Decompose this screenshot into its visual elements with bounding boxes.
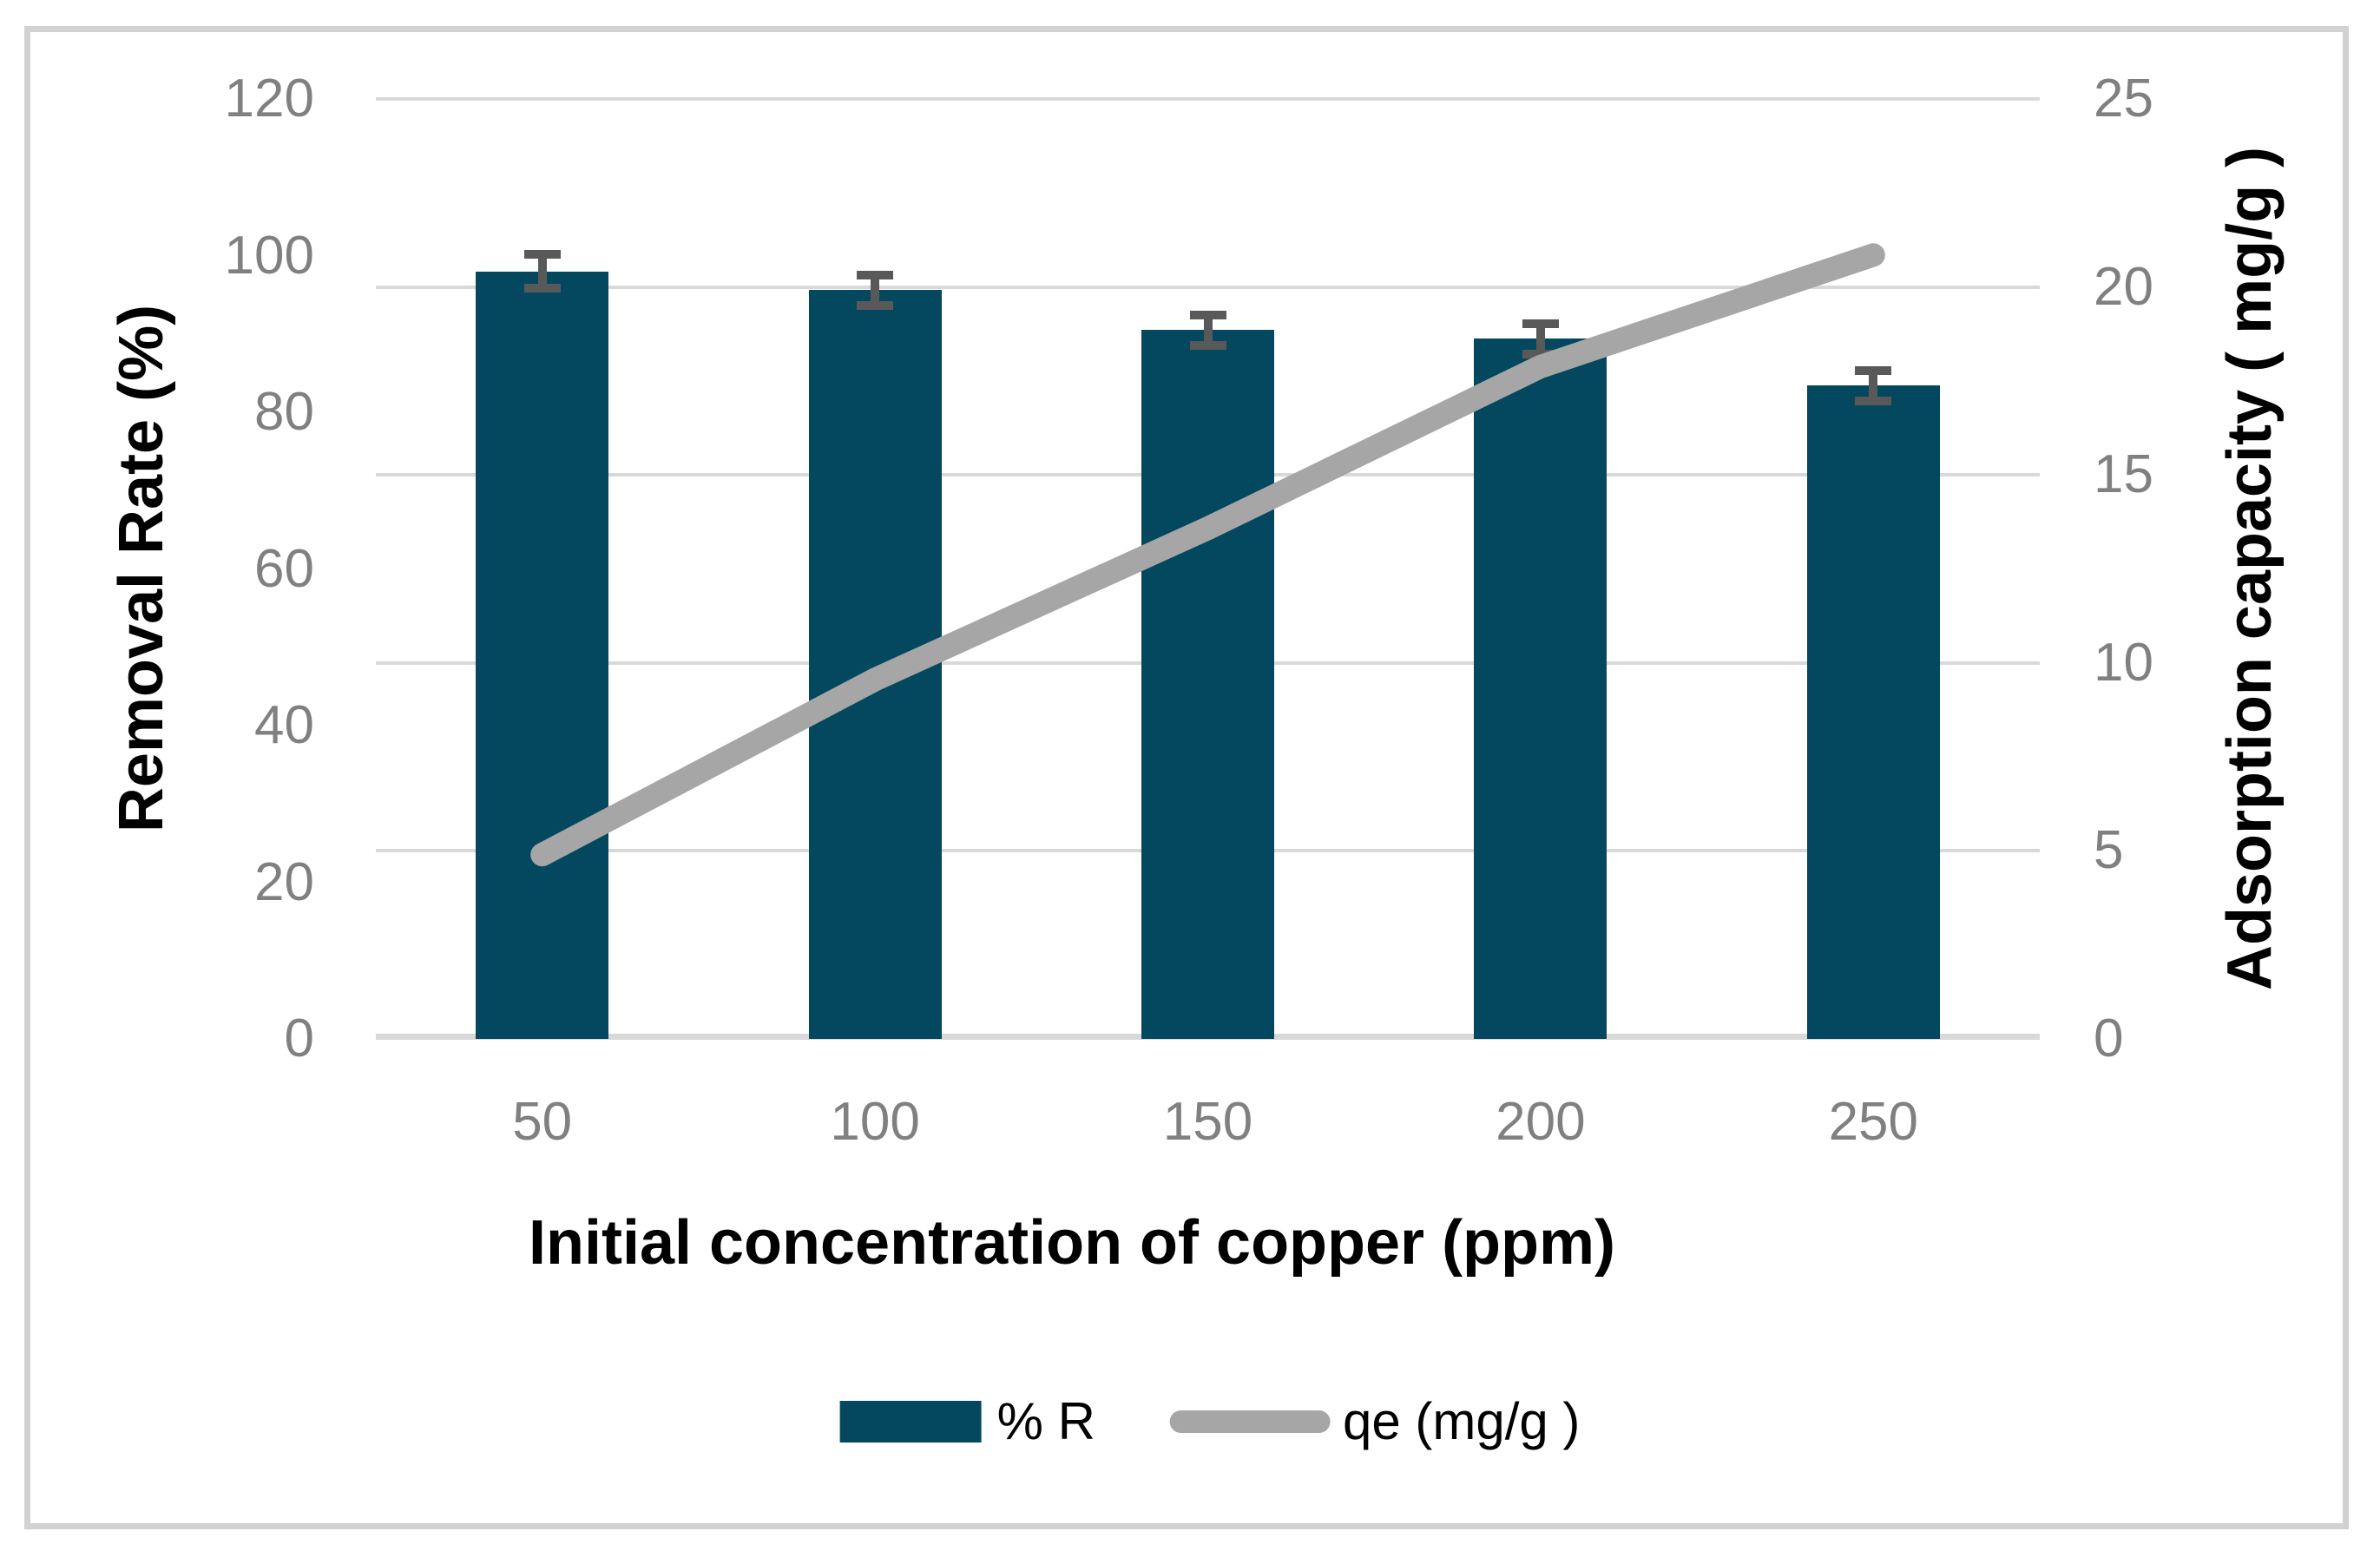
plot-area: [376, 97, 2040, 1040]
right-tick-0: 0: [2094, 1009, 2124, 1068]
x-tick-150: 150: [1162, 1092, 1253, 1152]
error-bar-stem: [871, 270, 880, 310]
error-bar-cap-top: [1189, 310, 1226, 319]
right-tick-20: 20: [2094, 256, 2153, 317]
error-bar-cap-bottom: [523, 284, 561, 293]
gridline: [376, 97, 2040, 101]
error-bar-cap-top: [1522, 319, 1559, 328]
x-tick-100: 100: [830, 1092, 920, 1152]
error-bar-cap-top: [857, 270, 894, 279]
legend-bar-label: % R: [996, 1392, 1095, 1450]
gridline: [376, 285, 2040, 289]
error-bar-stem: [1535, 319, 1545, 358]
error-bar-cap-bottom: [1189, 340, 1226, 350]
error-bar: [1522, 319, 1559, 358]
x-tick-50: 50: [512, 1092, 573, 1152]
legend-line-label: qe (mg/g ): [1342, 1392, 1581, 1450]
legend-bar-swatch: [839, 1401, 982, 1443]
error-bar-cap-top: [523, 249, 561, 259]
left-tick-40: 40: [254, 695, 314, 755]
right-tick-25: 25: [2094, 69, 2153, 128]
error-bar-stem: [1869, 365, 1878, 405]
x-tick-250: 250: [1828, 1092, 1919, 1152]
right-tick-10: 10: [2094, 632, 2153, 693]
bar-250ppm: [1806, 385, 1940, 1039]
left-tick-0: 0: [284, 1009, 314, 1068]
error-bar-cap-bottom: [1855, 396, 1892, 405]
legend-line-swatch: [1169, 1410, 1331, 1433]
qe-line: [530, 243, 1885, 867]
left-tick-20: 20: [254, 851, 314, 912]
error-bar-stem: [537, 249, 547, 293]
error-bar-cap-bottom: [1522, 349, 1559, 358]
error-bar-cap-top: [1855, 365, 1892, 375]
error-bar-stem: [1203, 310, 1213, 350]
right-tick-15: 15: [2094, 444, 2153, 505]
left-axis-title: Removal Rate (%): [107, 304, 176, 833]
right-tick-5: 5: [2094, 820, 2124, 881]
right-axis-title: Adsorption capacity ( mg/g ): [2215, 146, 2285, 991]
left-tick-60: 60: [254, 538, 314, 599]
bar-50ppm: [476, 271, 609, 1039]
error-bar: [1189, 310, 1226, 350]
legend: % R qe (mg/g ): [839, 1392, 1581, 1450]
error-bar-cap-bottom: [857, 300, 894, 310]
bar-150ppm: [1141, 330, 1274, 1039]
error-bar: [1855, 365, 1892, 405]
x-tick-200: 200: [1496, 1092, 1586, 1152]
error-bar: [857, 270, 894, 310]
error-bar: [523, 249, 561, 293]
qe-line-series: [530, 243, 1885, 867]
bar-200ppm: [1474, 338, 1607, 1039]
left-tick-120: 120: [224, 69, 314, 128]
x-axis-title: Initial concentration of copper (ppm): [528, 1208, 1616, 1278]
left-tick-80: 80: [254, 382, 314, 442]
left-tick-100: 100: [224, 225, 314, 286]
